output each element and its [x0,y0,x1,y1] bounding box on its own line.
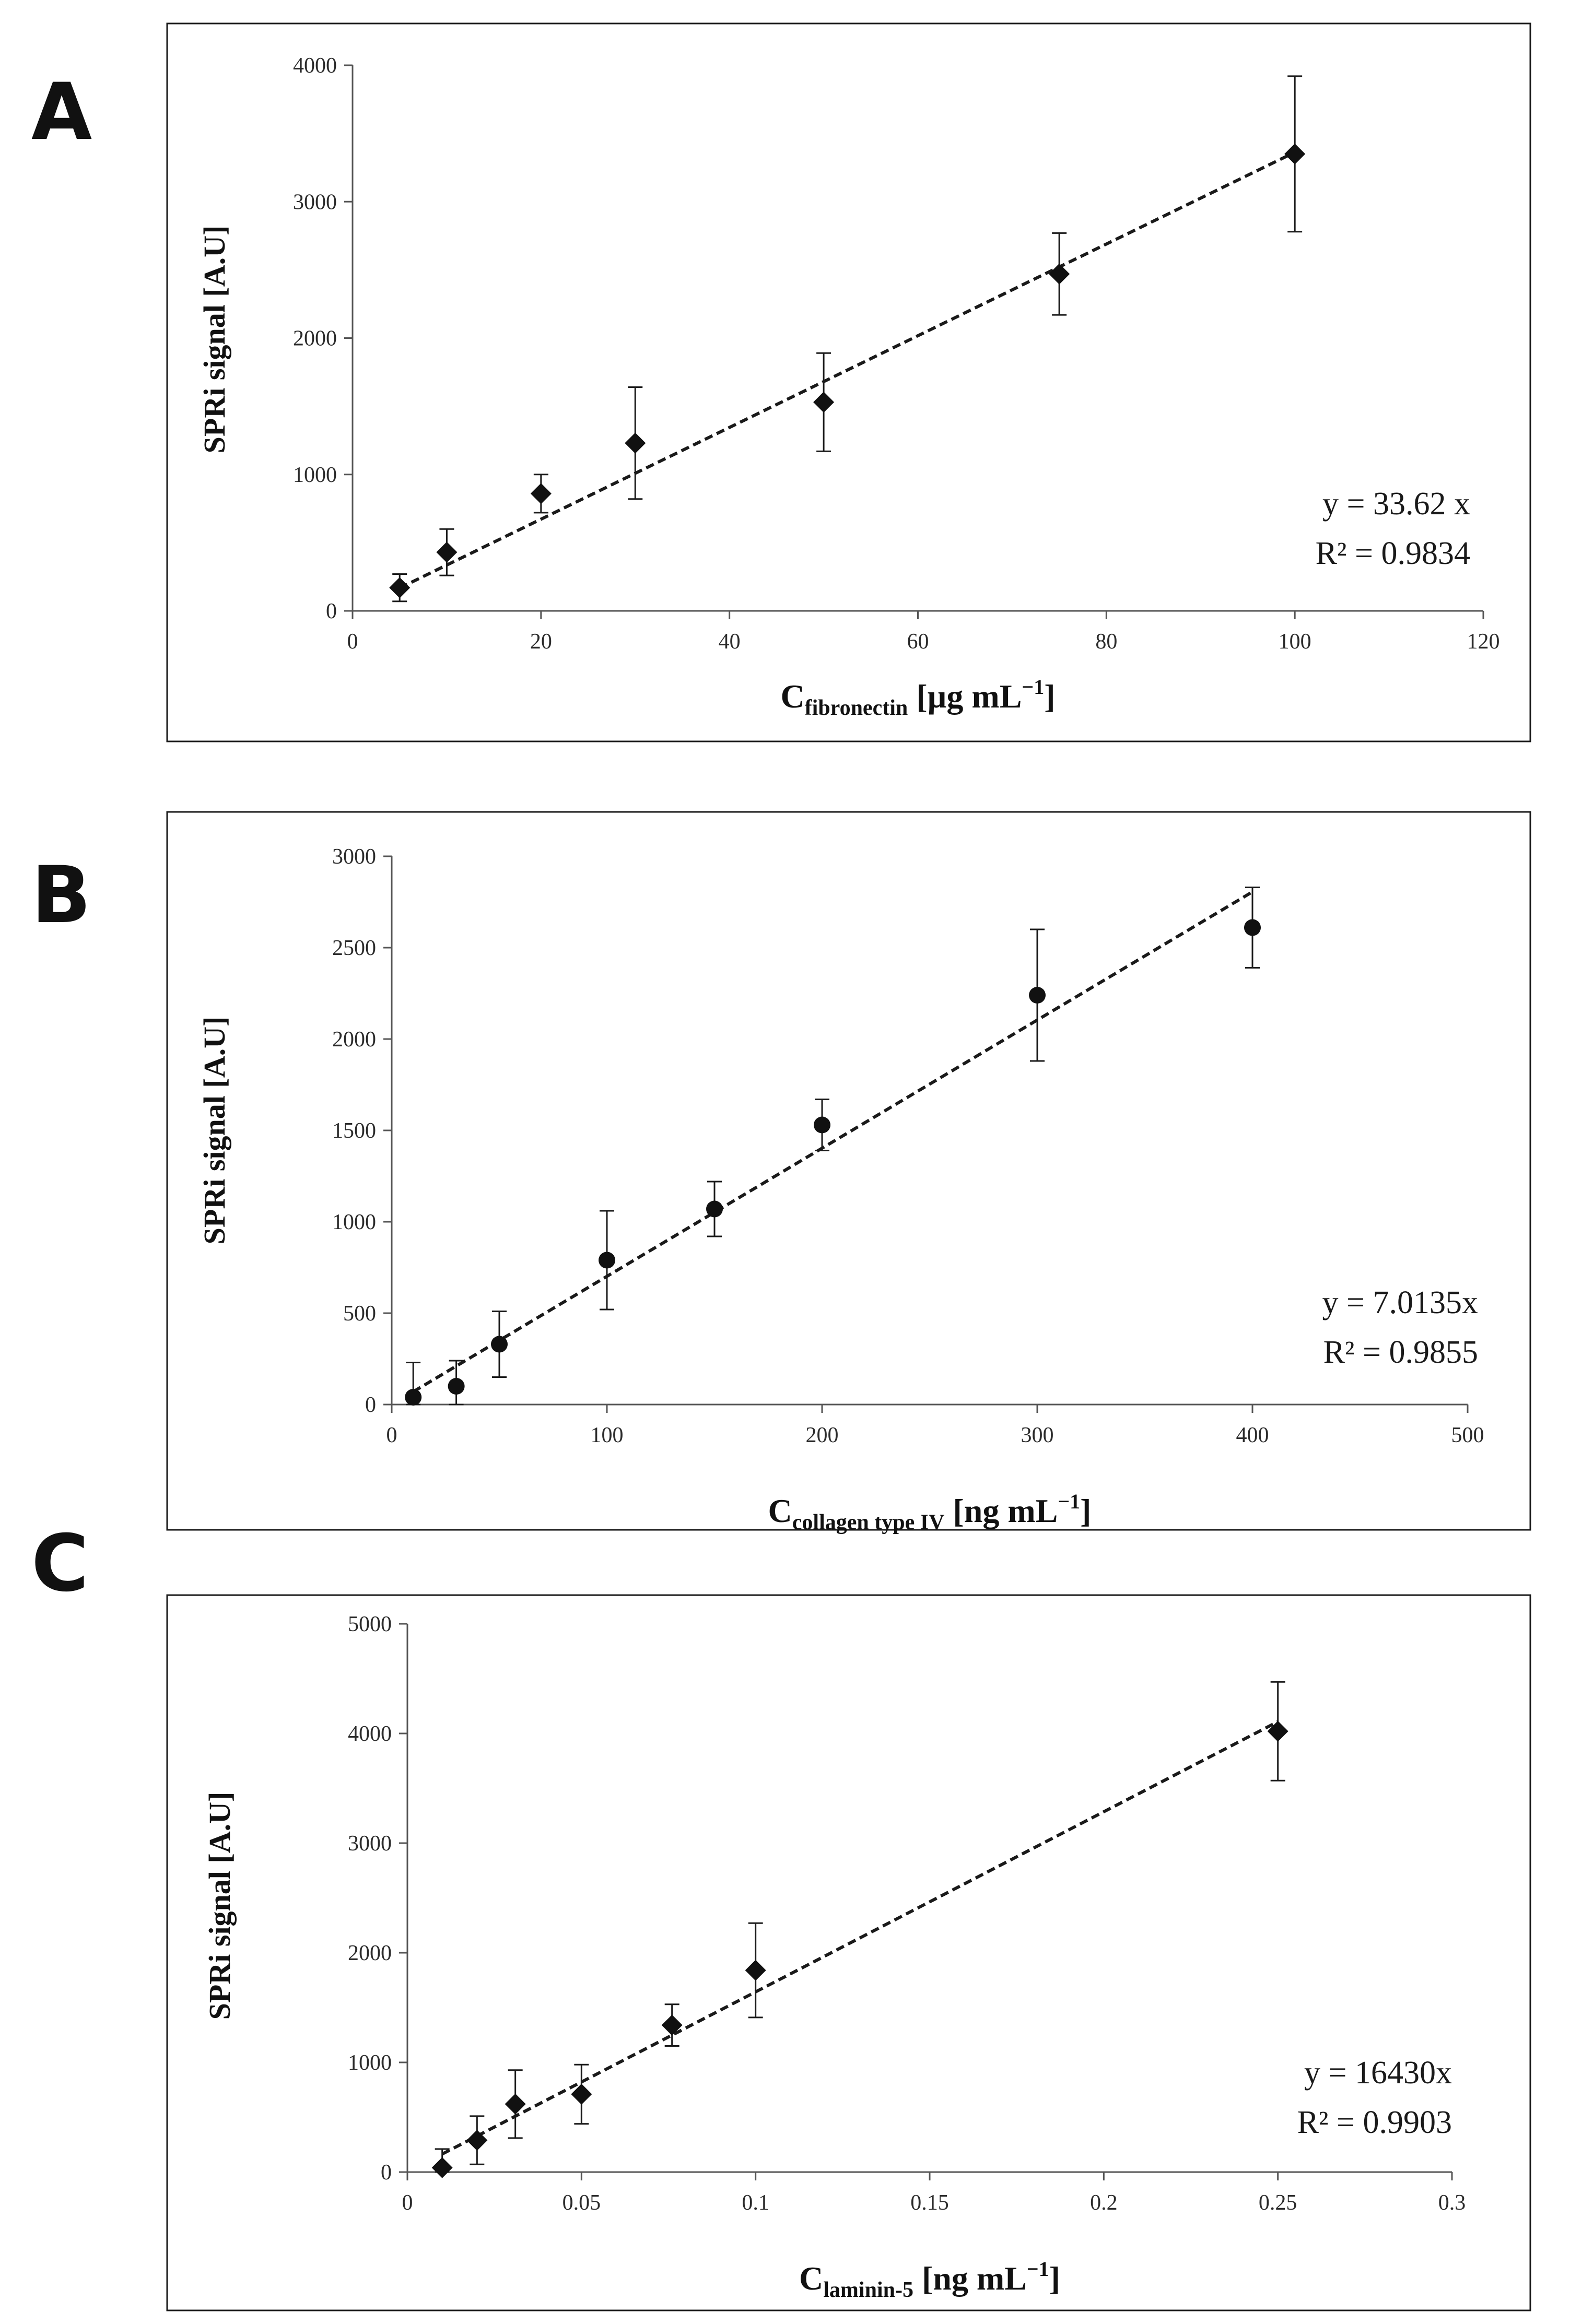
y-axis-label: SPRi signal [A.U] [197,1017,231,1245]
data-point [431,2157,453,2178]
data-point [661,2014,683,2036]
x-tick-label: 0.1 [742,2191,769,2215]
x-tick-label: 300 [1021,1423,1054,1447]
data-point [491,1336,508,1353]
y-tick-label: 0 [326,599,337,623]
data-point [745,1960,766,1981]
y-tick-label: 0 [365,1393,376,1417]
x-tick-label: 20 [530,630,552,654]
x-tick-label: 60 [907,630,929,654]
trendline-equation: y = 16430x [1304,2055,1452,2091]
data-point [505,2093,526,2115]
y-tick-label: 2000 [332,1028,376,1052]
x-axis-label: Claminin-5 [ng mL−1] [799,2257,1060,2302]
y-tick-label: 3000 [332,845,376,869]
data-point [814,1116,830,1134]
y-tick-label: 1000 [293,463,337,487]
y-tick-label: 2000 [348,1941,392,1965]
y-tick-label: 4000 [293,54,337,78]
chart-panel-b: 0 100 200 300 400 500 0 500 1000 1500 2000 2500 3000… [166,811,1531,1535]
chart-frame [166,811,1531,1531]
chart-frame [166,22,1531,742]
panel-c-letter: C [31,1518,89,1609]
y-tick-label: 4000 [348,1722,392,1746]
data-point [625,432,646,454]
y-tick-label: 3000 [348,1832,392,1856]
data-point [530,483,552,504]
x-tick-label: 0.3 [1438,2191,1466,2215]
x-tick-label: 40 [719,630,741,654]
data-point [813,392,835,413]
x-tick-label: 0.25 [1259,2191,1297,2215]
r-squared-label: R² = 0.9834 [1316,536,1470,571]
y-tick-label: 2000 [293,327,337,351]
r-squared-label: R² = 0.9903 [1297,2105,1452,2140]
data-point [1267,1720,1288,1742]
trendline [399,150,1296,589]
data-point [571,2083,592,2105]
data-point [389,577,411,598]
x-tick-label: 0 [386,1423,397,1447]
data-point [1284,143,1306,164]
x-tick-label: 120 [1467,630,1500,654]
y-axis-label: SPRi signal [A.U] [203,1792,237,2020]
data-point [405,1389,422,1406]
data-point [706,1200,723,1218]
data-point [436,541,458,563]
x-axis-label: Cfibronectin [µg mL−1] [780,675,1055,720]
trendline [441,1720,1279,2156]
y-tick-label: 500 [343,1302,376,1326]
data-point [466,2130,488,2151]
r-squared-label: R² = 0.9855 [1323,1335,1478,1370]
x-tick-label: 80 [1095,630,1117,654]
x-axis-label: Ccollagen type IV [ng mL−1] [768,1490,1092,1535]
x-tick-label: 0.15 [910,2191,949,2215]
y-tick-label: 1000 [348,2051,392,2075]
chart-panel-a: 0 20 40 60 80 100 120 0 1000 2000 3000 4000 y = 33.6… [166,22,1531,742]
y-tick-label: 0 [381,2161,392,2185]
x-tick-label: 0.05 [563,2191,601,2215]
x-tick-label: 100 [1279,630,1311,654]
trendline [412,890,1253,1394]
trendline-equation: y = 7.0135x [1322,1285,1478,1320]
y-tick-label: 1000 [332,1210,376,1234]
data-point [599,1252,615,1269]
y-tick-label: 3000 [293,190,337,214]
x-tick-label: 0 [347,630,358,654]
chart-panel-c: 0 0.05 0.1 0.15 0.2 0.25 0.3 0 1000 2000 3000 4000 5… [166,1594,1531,2311]
y-axis-label: SPRi signal [A.U] [197,226,231,454]
panel-b-letter: B [31,850,91,941]
data-point [1049,263,1070,285]
y-tick-label: 2500 [332,936,376,960]
chart-frame [166,1594,1531,2311]
x-tick-label: 0 [402,2191,413,2215]
x-tick-label: 400 [1236,1423,1269,1447]
y-tick-label: 5000 [348,1612,392,1636]
x-tick-label: 100 [591,1423,624,1447]
data-point [1244,919,1261,936]
trendline-equation: y = 33.62 x [1322,486,1470,522]
x-tick-label: 200 [806,1423,839,1447]
y-tick-label: 1500 [332,1119,376,1143]
data-point [448,1378,465,1395]
x-tick-label: 0.2 [1090,2191,1118,2215]
data-point [1029,987,1046,1004]
panel-a-letter: A [31,67,92,158]
x-tick-label: 500 [1451,1423,1484,1447]
